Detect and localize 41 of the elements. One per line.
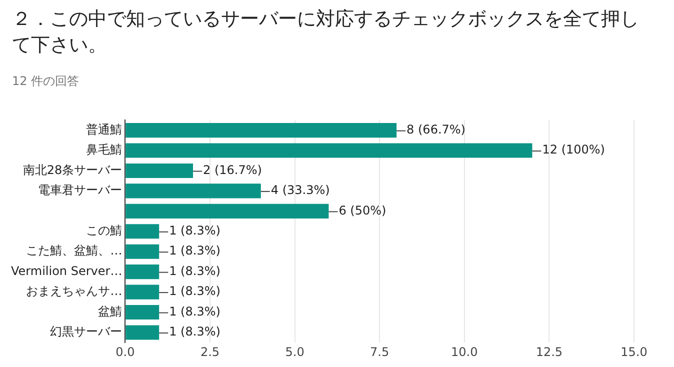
y-tick-label: こた鯖、盆鯖、…: [26, 244, 122, 258]
bar: [126, 264, 160, 280]
bar: [126, 304, 160, 320]
data-label: 1 (8.3%): [169, 324, 220, 339]
data-label: 4 (33.3%): [270, 183, 330, 198]
bar: [126, 163, 194, 178]
y-tick-label: 鼻毛鯖: [86, 142, 122, 157]
x-tick-label: 2.5: [200, 344, 220, 359]
data-label: 12 (100%): [542, 142, 606, 157]
bar: [126, 184, 261, 198]
chart-subtitle: 12 件の回答: [12, 73, 80, 90]
bar: [126, 204, 329, 218]
bar: [126, 224, 160, 239]
bar: [126, 123, 397, 138]
data-label: 1 (8.3%): [169, 244, 220, 258]
bar: [126, 284, 160, 300]
y-tick-label: おまえちゃんサ…: [26, 284, 122, 298]
y-tick-label: 南北28条サーバー: [22, 162, 122, 177]
y-tick-label: Vermilion Server…: [11, 264, 122, 278]
chart-title: ２．この中で知っているサーバーに対応するチェックボックスを全て押して下さい。: [12, 7, 640, 58]
y-tick-label: 盆鯖: [98, 304, 122, 318]
x-tick-label: 15.0: [620, 344, 648, 359]
y-tick-label: この鯖: [86, 224, 122, 238]
data-label: 1 (8.3%): [169, 284, 220, 298]
x-tick-label: 7.5: [370, 344, 390, 359]
x-tick-label: 0.0: [116, 344, 135, 359]
y-tick-label: 電車君サーバー: [38, 183, 122, 198]
x-tick-label: 12.5: [536, 344, 563, 359]
bar: [126, 325, 160, 340]
bar: [126, 143, 532, 158]
data-label: 8 (66.7%): [406, 122, 466, 136]
x-tick-label: 10.0: [451, 344, 478, 359]
data-label: 1 (8.3%): [169, 304, 220, 318]
data-label: 6 (50%): [338, 203, 386, 218]
x-tick-label: 5.0: [285, 344, 304, 359]
data-label: 2 (16.7%): [203, 162, 262, 177]
y-tick-label: 普通鯖: [86, 122, 122, 136]
data-label: 1 (8.3%): [169, 264, 220, 278]
y-tick-label: 幻黒サーバー: [50, 324, 122, 339]
data-label: 1 (8.3%): [169, 224, 220, 238]
bar: [126, 244, 160, 259]
